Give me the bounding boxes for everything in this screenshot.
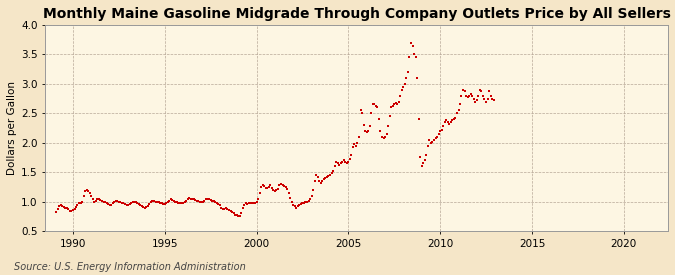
Title: Monthly Maine Gasoline Midgrade Through Company Outlets Price by All Sellers: Monthly Maine Gasoline Midgrade Through …: [43, 7, 671, 21]
Text: Source: U.S. Energy Information Administration: Source: U.S. Energy Information Administ…: [14, 262, 245, 272]
Y-axis label: Dollars per Gallon: Dollars per Gallon: [7, 81, 17, 175]
